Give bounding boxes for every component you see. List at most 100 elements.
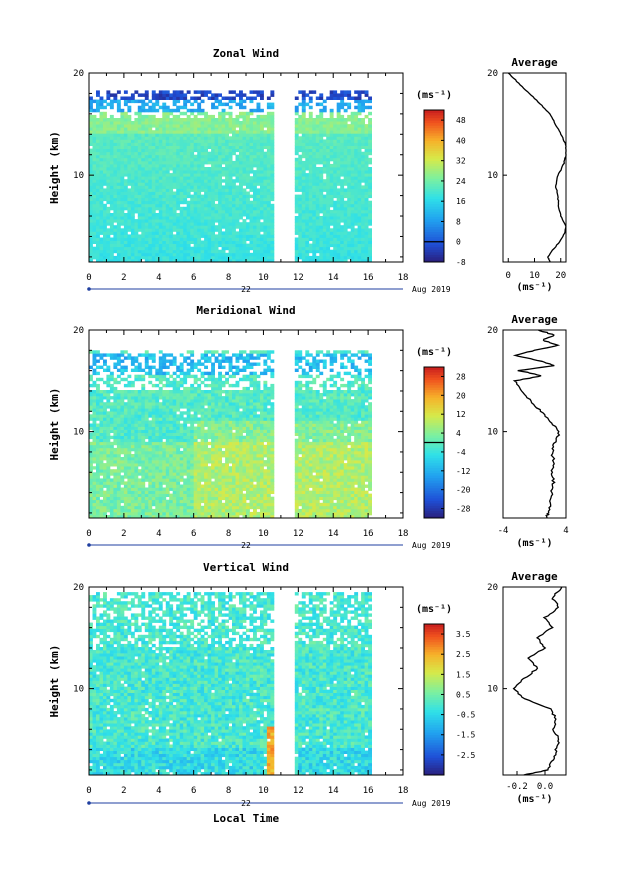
heatmap-cell xyxy=(109,160,114,165)
heatmap-cell xyxy=(207,194,212,199)
heatmap-cell xyxy=(249,222,254,226)
heatmap-cell xyxy=(253,154,257,159)
heatmap-cell xyxy=(340,90,345,94)
heatmap-cell xyxy=(357,136,362,140)
heatmap-cell xyxy=(130,219,135,223)
heatmap-cell xyxy=(113,249,118,254)
heatmap-cell xyxy=(127,243,132,248)
heatmap-cell xyxy=(322,160,327,165)
heatmap-cell xyxy=(103,429,107,433)
heatmap-cell xyxy=(151,213,156,217)
heatmap-cell xyxy=(103,258,107,263)
heatmap-cell xyxy=(127,176,132,180)
heatmap-cell xyxy=(92,438,97,443)
heatmap-cell xyxy=(109,417,114,421)
heatmap-cell xyxy=(315,176,320,180)
heatmap-cell xyxy=(176,124,181,128)
heatmap-cell xyxy=(368,246,372,251)
heatmap-cell xyxy=(96,237,100,241)
heatmap-cell xyxy=(298,170,303,174)
heatmap-cell xyxy=(326,182,331,186)
heatmap-cell xyxy=(123,496,128,501)
heatmap-cell xyxy=(165,243,170,248)
heatmap-cell xyxy=(326,222,331,226)
heatmap-cell xyxy=(354,127,359,131)
heatmap-cell xyxy=(113,454,118,458)
heatmap-cell xyxy=(148,481,153,485)
heatmap-cell xyxy=(263,191,268,195)
heatmap-cell xyxy=(329,130,334,134)
heatmap-cell xyxy=(301,118,306,122)
heatmap-cell xyxy=(350,237,355,241)
heatmap-cell xyxy=(235,255,240,260)
heatmap-cell xyxy=(246,136,250,140)
heatmap-cell xyxy=(172,154,177,159)
heatmap-cell xyxy=(336,142,341,146)
heatmap-cell xyxy=(106,447,111,452)
heatmap-cell xyxy=(169,240,174,244)
heatmap-cell xyxy=(162,408,167,412)
heatmap-cell xyxy=(312,90,317,94)
heatmap-cell xyxy=(315,182,320,186)
heatmap-cell xyxy=(326,252,331,257)
heatmap-cell xyxy=(308,118,313,122)
heatmap-cell xyxy=(249,246,254,251)
heatmap-cell xyxy=(155,102,160,107)
heatmap-cell xyxy=(225,163,229,168)
heatmap-cell xyxy=(249,179,254,183)
heatmap-cell xyxy=(235,188,240,192)
heatmap-cell xyxy=(165,515,170,519)
heatmap-cell xyxy=(148,258,153,263)
heatmap-cell xyxy=(158,478,163,482)
heatmap-cell xyxy=(123,234,128,238)
heatmap-cell xyxy=(333,255,338,260)
heatmap-cell xyxy=(343,121,348,125)
heatmap-cell xyxy=(96,142,100,146)
heatmap-cell xyxy=(364,231,369,235)
heatmap-cell xyxy=(127,234,132,238)
heatmap-cell xyxy=(329,142,334,146)
heatmap-cell xyxy=(103,511,107,516)
heatmap-cell xyxy=(256,154,261,159)
heatmap-cell xyxy=(322,167,327,171)
heatmap-cell xyxy=(225,191,229,195)
heatmap-cell xyxy=(298,228,303,232)
heatmap-cell xyxy=(155,402,160,406)
heatmap-cell xyxy=(207,179,212,183)
heatmap-cell xyxy=(158,502,163,507)
heatmap-cell xyxy=(333,203,338,208)
heatmap-cell xyxy=(165,508,170,513)
heatmap-cell xyxy=(134,496,139,501)
heatmap-cell xyxy=(266,114,271,119)
heatmap-cell xyxy=(235,258,240,263)
heatmap-cell xyxy=(151,399,156,403)
heatmap-cell xyxy=(89,515,93,519)
heatmap-cell xyxy=(354,114,359,119)
heatmap-cell xyxy=(99,188,104,192)
heatmap-cell xyxy=(123,203,128,208)
heatmap-cell xyxy=(96,243,100,248)
heatmap-cell xyxy=(368,124,372,128)
heatmap-cell xyxy=(329,121,334,125)
heatmap-cell xyxy=(123,255,128,260)
heatmap-cell xyxy=(221,222,226,226)
heatmap-cell xyxy=(305,139,310,143)
heatmap-cell xyxy=(172,173,177,177)
heatmap-cell xyxy=(298,136,303,140)
heatmap-cell xyxy=(260,151,264,156)
heatmap-cell xyxy=(134,188,139,192)
heatmap-cell xyxy=(340,124,345,128)
heatmap-cell xyxy=(106,380,111,385)
heatmap-cell xyxy=(246,127,250,131)
heatmap-cell xyxy=(89,197,93,202)
heatmap-cell xyxy=(298,148,303,153)
heatmap-cell xyxy=(361,194,365,199)
heatmap-cell xyxy=(186,130,191,134)
heatmap-cell xyxy=(253,225,257,229)
heatmap-cell xyxy=(354,105,359,110)
heatmap-cell xyxy=(308,111,313,116)
heatmap-cell xyxy=(155,420,160,424)
heatmap-cell xyxy=(242,176,247,180)
heatmap-cell xyxy=(263,145,268,149)
heatmap-cell xyxy=(266,121,271,125)
